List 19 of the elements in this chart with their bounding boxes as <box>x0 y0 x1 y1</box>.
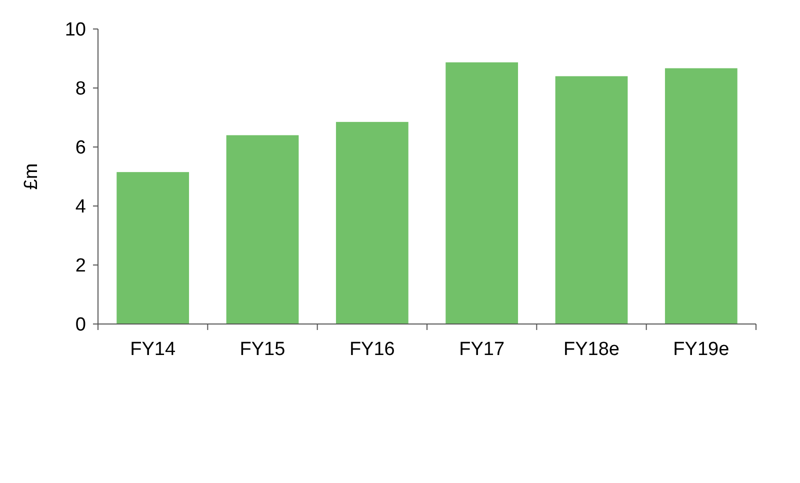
y-tick-label: 8 <box>75 78 86 100</box>
bar <box>226 135 299 324</box>
y-axis-title: £m <box>21 163 42 190</box>
bar <box>555 76 628 324</box>
y-tick-label: 6 <box>75 138 86 159</box>
x-tick-label: FY17 <box>459 339 505 360</box>
y-tick-label: 0 <box>75 314 86 336</box>
bar <box>336 122 408 324</box>
bar <box>116 172 190 324</box>
x-tick-label: FY18e <box>564 339 620 360</box>
bar <box>446 62 518 324</box>
x-tick-label: FY15 <box>240 339 286 360</box>
bar <box>664 68 738 324</box>
y-tick-label: 2 <box>75 256 86 277</box>
x-tick-label: FY14 <box>130 339 176 360</box>
x-tick-label: FY19e <box>673 339 730 360</box>
y-tick-label: 4 <box>75 196 86 218</box>
x-tick-label: FY16 <box>349 339 395 360</box>
y-tick-label: 10 <box>64 20 86 41</box>
